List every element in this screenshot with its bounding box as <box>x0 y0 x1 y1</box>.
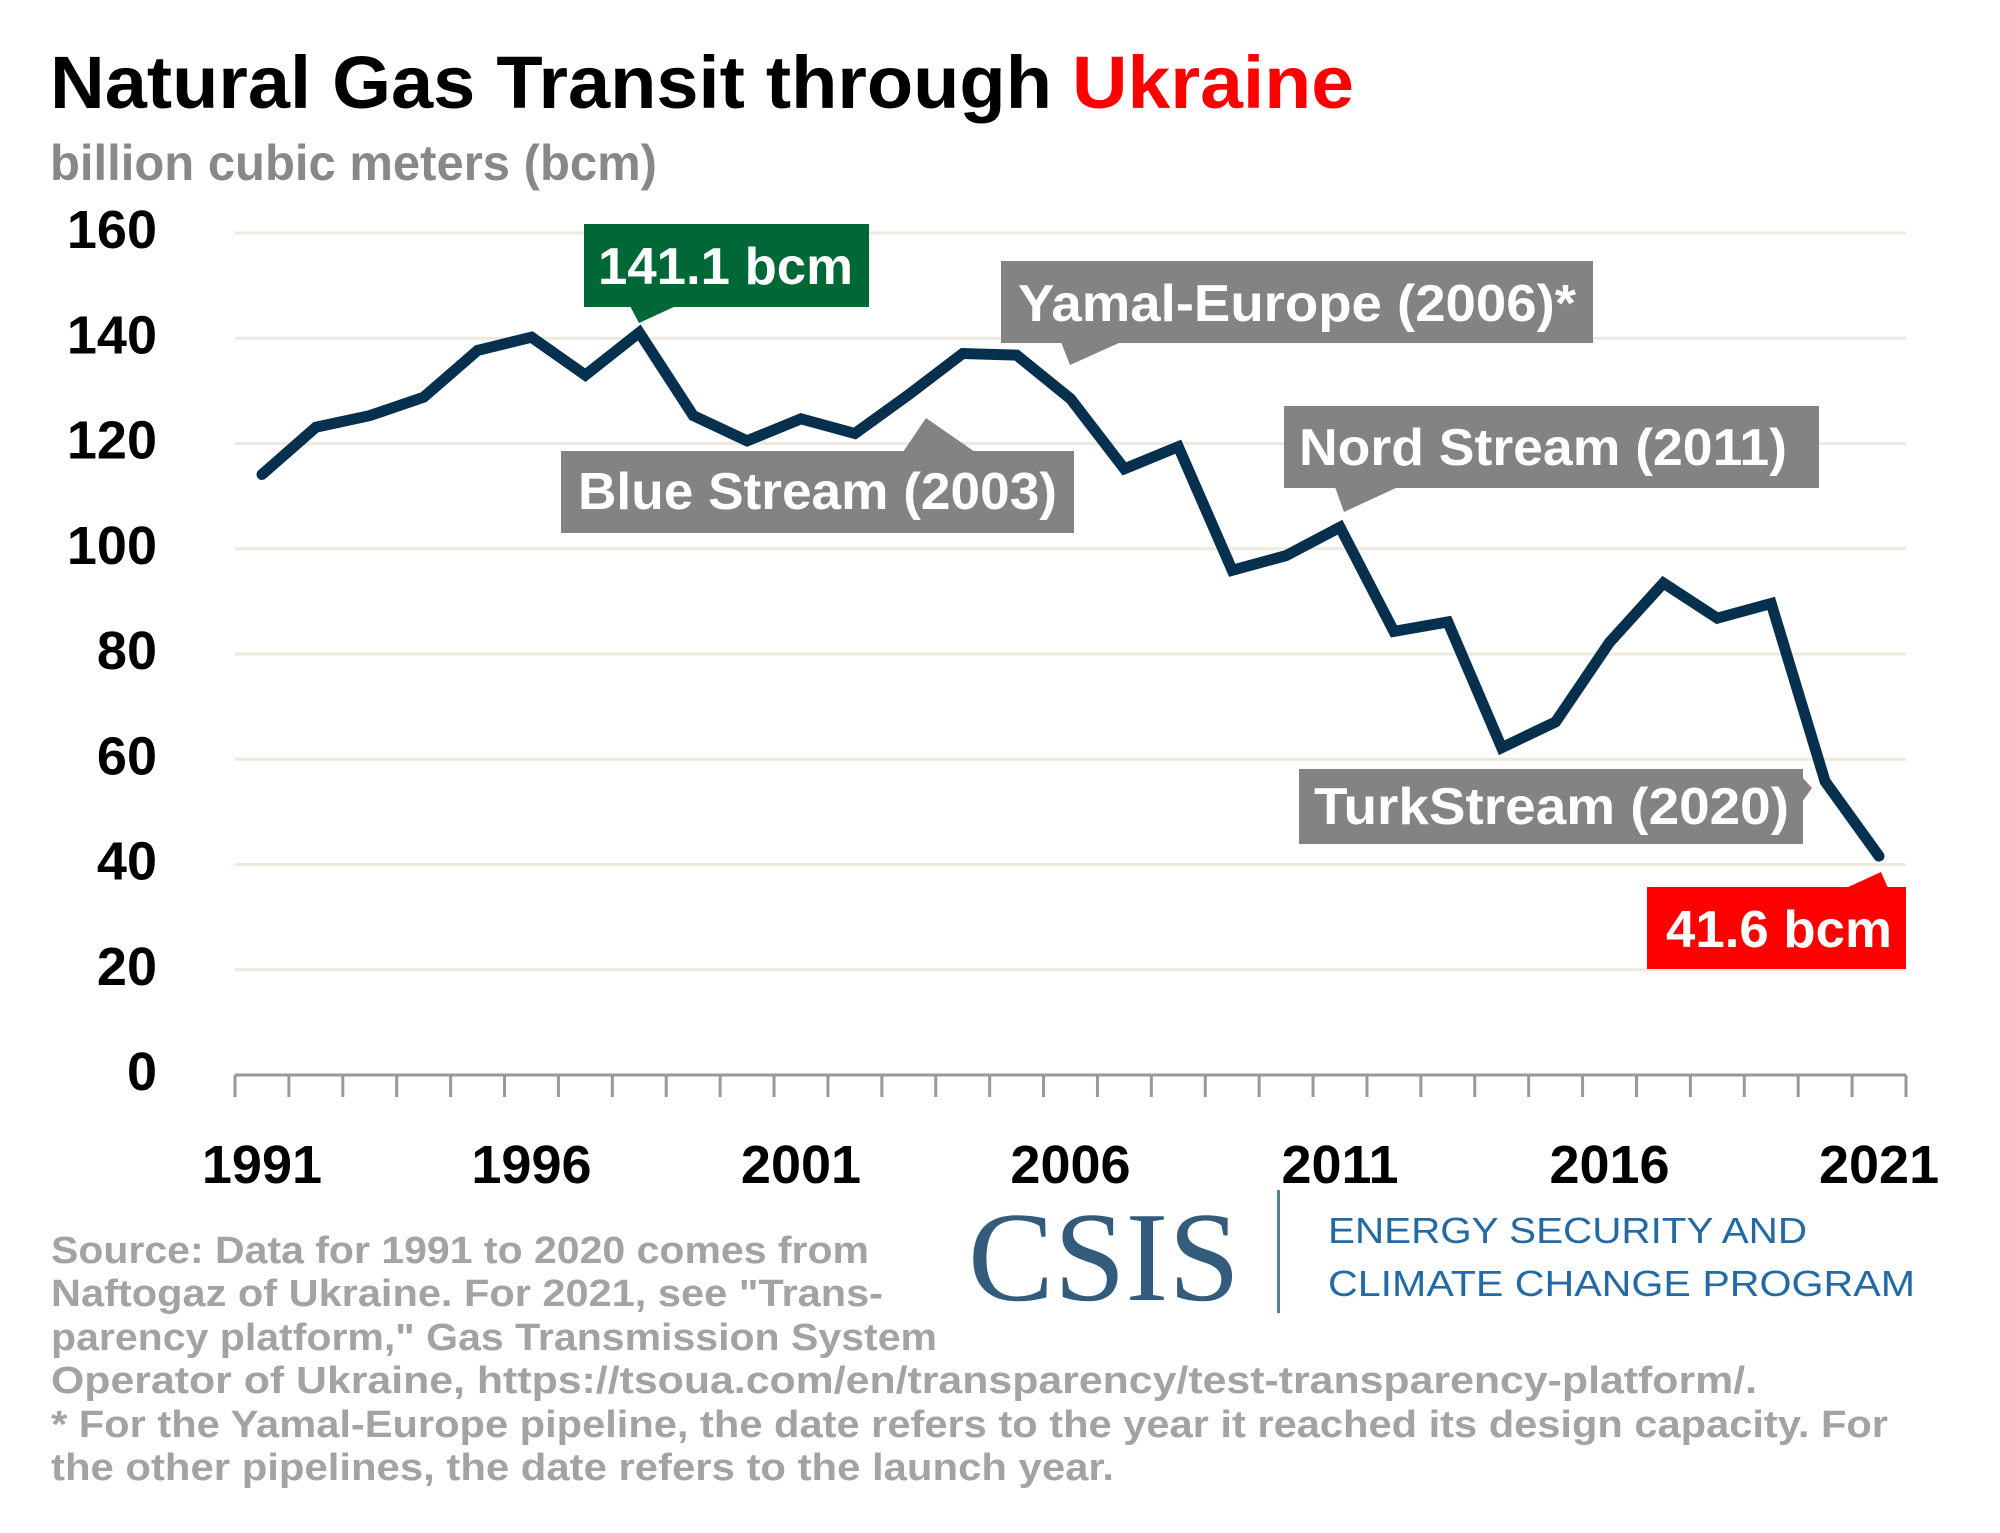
annotation-yamal-europe-label: Yamal-Europe (2006)* <box>1018 275 1577 333</box>
data-point <box>1878 855 1880 857</box>
annotation-turkstream: TurkStream (2020) <box>1299 769 1812 844</box>
data-point <box>1070 398 1071 400</box>
x-tick-label: 2006 <box>1010 1135 1130 1195</box>
annotation-blue-stream: Blue Stream (2003) <box>561 418 1074 533</box>
y-tick-label: 120 <box>67 411 157 471</box>
source-note: Source: Data for 1991 to 2020 comes from… <box>51 1230 1888 1489</box>
data-point <box>584 374 586 376</box>
data-point <box>423 396 425 398</box>
y-tick-label: 140 <box>67 305 157 365</box>
annotation-peak: 141.1 bcm <box>584 224 869 323</box>
annotation-nord-stream: Nord Stream (2011) <box>1284 406 1819 512</box>
data-point <box>1824 780 1826 782</box>
data-point <box>1770 602 1772 604</box>
annotation-peak-box <box>584 224 869 307</box>
x-tick-label: 2011 <box>1281 1135 1398 1195</box>
annotation-nord-stream-pointer <box>1335 487 1398 512</box>
program-line-2: CLIMATE CHANGE PROGRAM <box>1328 1263 1915 1304</box>
data-point <box>261 474 263 476</box>
annotation-peak-pointer <box>630 306 676 323</box>
y-tick-label: 40 <box>97 832 157 892</box>
chart-title: Natural Gas Transit through <box>50 41 1052 124</box>
annotation-end-label: 41.6 bcm <box>1666 901 1892 959</box>
annotation-yamal-europe-box <box>1001 261 1593 343</box>
annotation-nord-stream-box <box>1284 406 1819 488</box>
y-tick-label: 0 <box>127 1042 157 1102</box>
annotation-end-pointer <box>1846 872 1888 888</box>
annotation-end-box <box>1647 887 1906 969</box>
csis-logo-text: CSIS <box>968 1186 1240 1328</box>
source-line-5: * For the Yamal-Europe pipeline, the dat… <box>51 1404 1888 1446</box>
annotation-end: 41.6 bcm <box>1647 872 1906 969</box>
data-point <box>800 418 802 420</box>
data-point <box>746 440 748 442</box>
data-point <box>1393 630 1395 632</box>
y-tick-label: 100 <box>67 516 157 576</box>
data-point <box>1501 747 1503 749</box>
data-point <box>962 353 964 355</box>
logo-divider <box>1277 1190 1280 1313</box>
chart-title-highlight: Ukraine <box>1072 41 1354 124</box>
data-point <box>530 336 532 338</box>
annotation-yamal-europe: Yamal-Europe (2006)* <box>1001 261 1593 365</box>
source-line-3: parency platform," Gas Transmission Syst… <box>51 1317 937 1359</box>
data-point <box>692 415 694 417</box>
source-line-2: Naftogaz of Ukraine. For 2021, see "Tran… <box>51 1273 883 1315</box>
csis-logo: CSIS ENERGY SECURITY AND CLIMATE CHANGE … <box>968 1186 1915 1328</box>
data-point <box>1609 641 1611 643</box>
annotation-blue-stream-pointer <box>903 418 975 452</box>
x-tick-label: 2021 <box>1819 1135 1939 1195</box>
data-point <box>1339 526 1341 528</box>
y-tick-label: 60 <box>97 726 157 786</box>
data-point <box>1177 446 1179 448</box>
y-tick-label: 160 <box>67 200 157 260</box>
x-tick-label: 1991 <box>202 1135 322 1195</box>
chart-subtitle: billion cubic meters (bcm) <box>50 135 657 191</box>
data-point <box>315 426 317 428</box>
source-line-6: the other pipelines, the date refers to … <box>51 1447 1114 1489</box>
annotation-turkstream-box <box>1299 769 1803 844</box>
annotation-yamal-europe-pointer <box>1061 342 1121 365</box>
annotation-turkstream-pointer <box>1802 777 1812 802</box>
x-tick-label: 2016 <box>1549 1135 1669 1195</box>
annotation-blue-stream-box <box>561 451 1074 533</box>
data-point <box>1123 468 1125 470</box>
data-point <box>1016 354 1018 356</box>
x-tick-label: 2001 <box>741 1135 861 1195</box>
data-point <box>854 433 856 435</box>
source-line-1: Source: Data for 1991 to 2020 comes from <box>51 1230 869 1272</box>
data-point <box>1447 621 1449 623</box>
data-point <box>1716 617 1718 619</box>
x-axis: 1991 1996 2001 2006 2011 2016 2021 <box>202 1073 1939 1195</box>
x-tick-label: 1996 <box>471 1135 591 1195</box>
annotation-peak-label: 141.1 bcm <box>598 238 853 296</box>
annotation-nord-stream-label: Nord Stream (2011) <box>1299 419 1787 477</box>
data-point <box>369 415 371 417</box>
y-tick-label: 20 <box>97 937 157 997</box>
source-line-4: Operator of Ukraine, https://tsoua.com/e… <box>51 1360 1757 1402</box>
data-point <box>1555 721 1557 723</box>
y-axis: 0 20 40 60 80 100 120 140 160 <box>67 200 157 1102</box>
data-point <box>1662 582 1664 584</box>
data-point <box>477 349 479 351</box>
data-point <box>908 394 910 396</box>
program-line-1: ENERGY SECURITY AND <box>1328 1210 1807 1251</box>
y-tick-label: 80 <box>97 621 157 681</box>
data-point <box>638 331 640 333</box>
series-line <box>256 324 1885 862</box>
annotation-turkstream-label: TurkStream (2020) <box>1314 778 1789 836</box>
data-point <box>1231 569 1233 571</box>
data-point <box>1285 555 1287 557</box>
annotation-blue-stream-label: Blue Stream (2003) <box>578 463 1057 521</box>
